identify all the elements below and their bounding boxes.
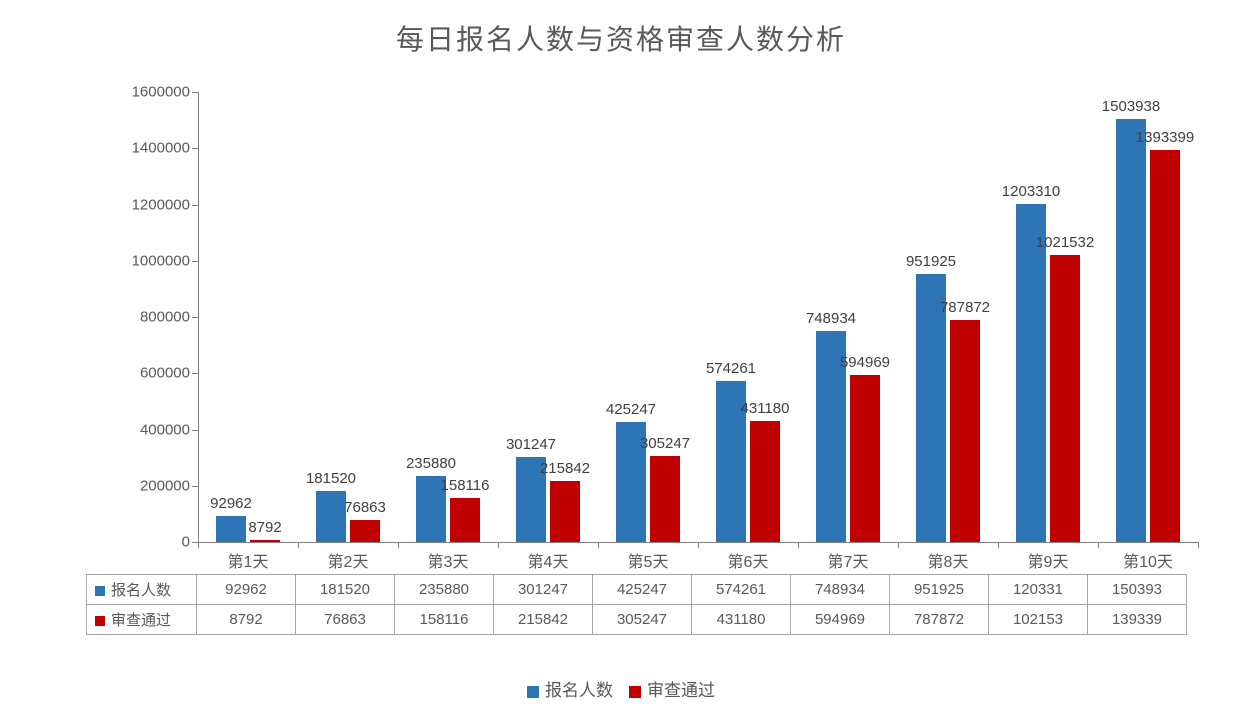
chart-title: 每日报名人数与资格审查人数分析	[0, 0, 1242, 58]
y-tick-label: 400000	[140, 421, 190, 438]
table-cell: 235880	[395, 575, 494, 605]
y-tick-label: 1200000	[132, 196, 190, 213]
table-cell: 787872	[890, 605, 989, 635]
bar-value-label: 951925	[906, 253, 956, 270]
bar-value-label: 76863	[344, 499, 386, 516]
bar-value-label: 181520	[306, 470, 356, 487]
x-tick-mark	[1198, 542, 1199, 548]
bar-value-label: 748934	[806, 310, 856, 327]
table-series-header: 审查通过	[87, 605, 197, 635]
bar	[1016, 204, 1046, 542]
table-cell: 150393	[1088, 575, 1187, 605]
bar-value-label: 425247	[606, 401, 656, 418]
table-series-name: 审查通过	[111, 612, 171, 629]
table-row: 审查通过 879276863158116215842305247431180594…	[87, 605, 1187, 635]
y-tick-label: 1400000	[132, 140, 190, 157]
bar	[350, 520, 380, 542]
bar-value-label: 301247	[506, 436, 556, 453]
table-cell: 120331	[989, 575, 1088, 605]
table-cell: 92962	[197, 575, 296, 605]
x-category-label: 第7天	[828, 548, 869, 572]
table-cell: 951925	[890, 575, 989, 605]
legend-swatch-icon	[629, 686, 641, 698]
bar-value-label: 574261	[706, 360, 756, 377]
x-category-label: 第5天	[628, 548, 669, 572]
y-tick-label: 0	[182, 534, 190, 551]
table-cell: 748934	[791, 575, 890, 605]
table-cell: 574261	[692, 575, 791, 605]
x-category-label: 第1天	[228, 548, 269, 572]
bar	[216, 516, 246, 542]
table-cell: 305247	[593, 605, 692, 635]
x-category-label: 第6天	[728, 548, 769, 572]
bar	[1050, 255, 1080, 542]
bar-value-label: 431180	[741, 400, 790, 417]
bar-value-label: 1203310	[1002, 183, 1060, 200]
table-cell: 102153	[989, 605, 1088, 635]
table-row: 报名人数 929621815202358803012474252475742617…	[87, 575, 1187, 605]
bar	[1116, 119, 1146, 542]
legend-swatch-icon	[527, 686, 539, 698]
y-tick-label: 1600000	[132, 84, 190, 101]
bar	[250, 540, 280, 542]
bar	[316, 491, 346, 542]
legend-swatch-icon	[95, 616, 105, 626]
bar	[1150, 150, 1180, 542]
data-table: 报名人数929621815202358803012474252475742617…	[86, 574, 1187, 635]
bars-area: 92962 8792 181520 76863 235880 158116 301247 21…	[198, 92, 1198, 542]
bar-value-label: 158116	[441, 477, 490, 494]
bar-value-label: 1503938	[1102, 98, 1160, 115]
table-cell: 76863	[296, 605, 395, 635]
chart-container: 每日报名人数与资格审查人数分析 0 200000 400000 600000 80000…	[0, 0, 1242, 718]
bar-value-label: 594969	[840, 354, 890, 371]
y-tick-label: 1000000	[132, 252, 190, 269]
table-cell: 431180	[692, 605, 791, 635]
bar	[850, 375, 880, 542]
legend-swatch-icon	[95, 586, 105, 596]
bar	[950, 320, 980, 542]
table-cell: 301247	[494, 575, 593, 605]
bar	[650, 456, 680, 542]
legend: 报名人数 审查通过	[0, 676, 1242, 701]
legend-item: 报名人数	[527, 676, 613, 701]
legend-label: 报名人数	[545, 681, 613, 700]
x-category-label: 第3天	[428, 548, 469, 572]
table-cell: 425247	[593, 575, 692, 605]
y-tick-label: 200000	[140, 477, 190, 494]
legend-item: 审查通过	[629, 676, 715, 701]
bar-value-label: 215842	[540, 460, 590, 477]
legend-label: 审查通过	[647, 681, 715, 700]
x-category-label: 第4天	[528, 548, 569, 572]
table-cell: 8792	[197, 605, 296, 635]
y-axis: 0200000400000600000800000100000012000001…	[108, 92, 198, 542]
table-cell: 215842	[494, 605, 593, 635]
table-series-name: 报名人数	[111, 582, 171, 599]
bar-value-label: 305247	[640, 435, 690, 452]
x-category-label: 第9天	[1028, 548, 1069, 572]
table-cell: 158116	[395, 605, 494, 635]
x-category-label: 第8天	[928, 548, 969, 572]
bar-value-label: 8792	[248, 519, 281, 536]
y-tick-label: 600000	[140, 365, 190, 382]
bar-value-label: 1393399	[1136, 129, 1194, 146]
bar-value-label: 787872	[940, 299, 990, 316]
y-tick-label: 800000	[140, 309, 190, 326]
bar-value-label: 235880	[406, 455, 456, 472]
table-series-header: 报名人数	[87, 575, 197, 605]
x-category-label: 第2天	[328, 548, 369, 572]
table-cell: 181520	[296, 575, 395, 605]
bar	[450, 498, 480, 542]
bar-value-label: 92962	[210, 495, 252, 512]
bar-value-label: 1021532	[1036, 234, 1094, 251]
bar	[750, 421, 780, 542]
x-axis-labels: 第1天 第2天 第3天 第4天 第5天 第6天 第7天 第8天 第9天 第10天	[198, 548, 1198, 572]
table-cell: 139339	[1088, 605, 1187, 635]
x-category-label: 第10天	[1123, 548, 1173, 572]
table-cell: 594969	[791, 605, 890, 635]
bar	[550, 481, 580, 542]
